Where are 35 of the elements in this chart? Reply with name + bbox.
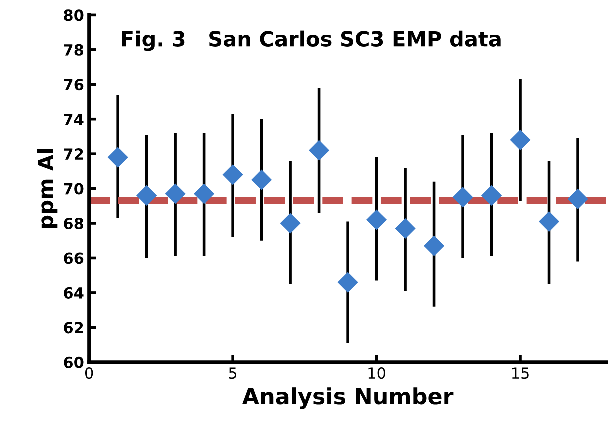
x-tick-label: 5 xyxy=(229,368,237,380)
y-tick-label: 66 xyxy=(64,252,84,264)
y-tick-label: 62 xyxy=(64,322,84,334)
point xyxy=(338,272,358,293)
point xyxy=(252,170,272,190)
point xyxy=(280,213,301,234)
text: Fig. 3 San Carlos SC3 EMP data xyxy=(122,30,501,52)
point xyxy=(194,184,215,204)
point xyxy=(568,188,588,210)
x-tick-label: 15 xyxy=(512,368,529,380)
point xyxy=(424,236,445,256)
x-axis-title: Analysis Number xyxy=(242,388,454,410)
point xyxy=(108,147,128,168)
y-tick-label: 72 xyxy=(64,148,84,160)
point xyxy=(308,140,330,161)
point xyxy=(538,211,560,232)
y-tick-label: 80 xyxy=(64,10,84,22)
point xyxy=(136,185,158,206)
y-tick-label: 60 xyxy=(64,356,84,368)
point xyxy=(366,210,388,230)
y-tick-label: 74 xyxy=(64,114,84,126)
y-tick-label: 78 xyxy=(64,44,84,56)
point xyxy=(222,164,244,186)
x-tick-label: 0 xyxy=(85,368,94,380)
y-tick-label: 76 xyxy=(64,79,84,91)
y-tick-label: 64 xyxy=(64,287,84,299)
point xyxy=(481,185,502,206)
y-axis-title: ppm Al xyxy=(37,150,58,228)
x-tick-label: 10 xyxy=(368,368,386,380)
point xyxy=(165,184,186,204)
y-tick-label: 68 xyxy=(64,218,84,230)
point xyxy=(510,130,531,150)
y-tick-label: 70 xyxy=(64,183,84,195)
point xyxy=(452,187,474,208)
point xyxy=(395,218,416,240)
